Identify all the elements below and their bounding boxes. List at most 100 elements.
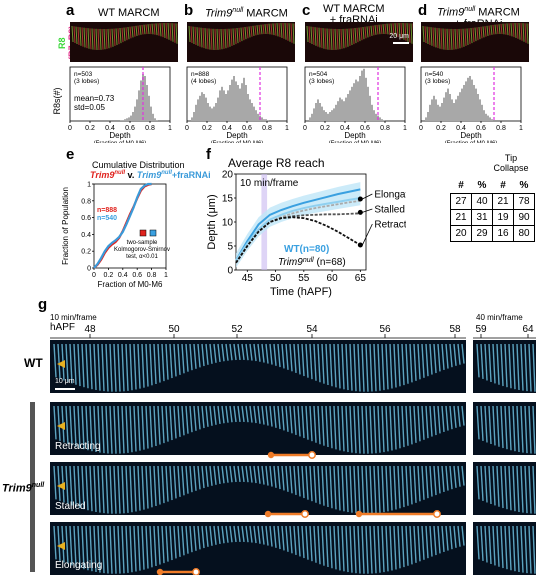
hist-bar xyxy=(339,97,341,121)
kymo-stripe xyxy=(297,465,301,497)
x-tick-label: 55 xyxy=(298,273,310,284)
kymo-stripe xyxy=(209,465,213,486)
micrograph-b xyxy=(187,22,295,62)
micrograph-stripe xyxy=(268,23,271,35)
hist-bar xyxy=(441,103,443,121)
kymo-stripe xyxy=(341,343,345,390)
hist-bar xyxy=(319,103,321,121)
kymo-stripe xyxy=(217,525,221,545)
time-tick-label: 54 xyxy=(306,324,318,335)
micrograph-stripe xyxy=(169,23,172,41)
micrograph-stripe xyxy=(97,28,100,51)
kymo-stripe xyxy=(129,465,133,513)
kymo-stripe xyxy=(297,525,301,557)
table-cell: 80 xyxy=(513,225,535,242)
x-tick-label: 60 xyxy=(327,273,339,284)
micrograph-stripe xyxy=(274,23,277,36)
kymo-stripe xyxy=(445,343,449,369)
micrograph-stripe xyxy=(478,26,481,40)
kymo-stripe xyxy=(321,343,325,384)
hist-tick-label: 0.6 xyxy=(476,125,486,132)
kymo-stripe xyxy=(225,465,229,483)
kymo-stripe xyxy=(285,525,289,552)
micrograph-stripe xyxy=(71,25,74,43)
kymo-stripe xyxy=(89,525,93,572)
micrograph-stripe xyxy=(496,24,499,35)
kymo-stripe xyxy=(93,343,97,391)
kymo-stripe xyxy=(333,343,337,388)
kymo-stripe xyxy=(341,465,345,512)
panel-a-title: WT MARCM xyxy=(98,7,160,19)
kymograph-elongating: Elongating xyxy=(50,522,466,575)
micrograph-stripe xyxy=(161,23,164,38)
kymo-stripe xyxy=(153,405,157,447)
micrograph-stripe xyxy=(123,27,126,42)
kymo-stripe xyxy=(365,343,369,392)
hist-bar xyxy=(247,94,249,121)
table-cell: 27 xyxy=(450,193,472,210)
kymo-stripe xyxy=(93,525,97,573)
hist-tick-label: 0 xyxy=(68,125,72,132)
kymo-stripe xyxy=(157,465,161,505)
kymo-stripe xyxy=(57,343,61,379)
kymo-stripe xyxy=(281,405,285,431)
hist-bar xyxy=(475,88,477,121)
hist-lobes: (3 lobes) xyxy=(74,78,99,85)
panel-f-title: Average R8 reach xyxy=(228,156,325,170)
micrograph-stripe xyxy=(464,28,467,46)
kymo-stripe xyxy=(217,465,221,485)
hist-bar xyxy=(237,85,239,121)
hist-bar xyxy=(367,86,369,121)
kymo-stripe xyxy=(413,343,417,381)
micrograph-stripe xyxy=(292,23,295,44)
kymo-stripe xyxy=(453,405,457,428)
kymo-stripe xyxy=(185,343,189,372)
micrograph-stripe xyxy=(125,27,128,41)
micrograph-stripe xyxy=(117,28,120,45)
micrograph-stripe xyxy=(103,28,106,50)
micrograph-stripe xyxy=(386,23,389,35)
micrograph-stripe xyxy=(75,26,78,45)
hist-bar xyxy=(191,117,193,121)
scale-bar-label-c: 20 μm xyxy=(389,33,409,40)
micrograph-stripe xyxy=(280,22,283,38)
kymo-stripe xyxy=(265,465,269,486)
micrograph-stripe xyxy=(147,24,150,35)
x-tick-label: 45 xyxy=(242,273,254,284)
kymo-stripe xyxy=(437,525,441,554)
hist-bar xyxy=(239,88,241,121)
ks-test-text: two-sample xyxy=(127,240,158,246)
kymo-stripe xyxy=(437,343,441,372)
kymo-stripe xyxy=(449,343,453,368)
kymo-stripe xyxy=(197,525,201,550)
kymo-stripe xyxy=(181,465,185,496)
kymo-stripe xyxy=(480,343,484,379)
kymo-stripe xyxy=(253,525,257,544)
kymo-stripe xyxy=(461,343,465,364)
kymo-stripe xyxy=(201,343,205,367)
kymo-stripe xyxy=(524,405,528,454)
legend-red-square xyxy=(139,229,147,237)
micrograph-stripe xyxy=(264,24,267,35)
kymo-stripe xyxy=(53,525,57,560)
category-label: Stalled xyxy=(374,205,405,216)
kymo-stripe xyxy=(417,405,421,442)
kymo-stripe xyxy=(349,525,353,573)
hist-tick-label: 0 xyxy=(419,125,423,132)
micrograph-stripe xyxy=(362,26,365,40)
hist-bar xyxy=(351,86,353,121)
hist-bar xyxy=(429,104,431,121)
micrograph-stripe xyxy=(488,25,491,36)
micrograph-stripe xyxy=(276,23,279,37)
kymo-stripe xyxy=(113,405,117,454)
outcome-table: # % # % 27 40 21 78 21 31 19 90 20 29 16 80 xyxy=(450,178,535,242)
kymo-stripe xyxy=(480,405,484,441)
kymo-stripe xyxy=(157,343,161,383)
micrograph-stripe xyxy=(472,27,475,43)
hist-bar xyxy=(329,112,331,121)
micrograph-stripe xyxy=(318,27,321,48)
kymo-stripe xyxy=(125,343,129,391)
kymo-stripe xyxy=(484,405,488,443)
kymo-stripe xyxy=(369,525,373,574)
kymo-stripe xyxy=(389,465,393,511)
